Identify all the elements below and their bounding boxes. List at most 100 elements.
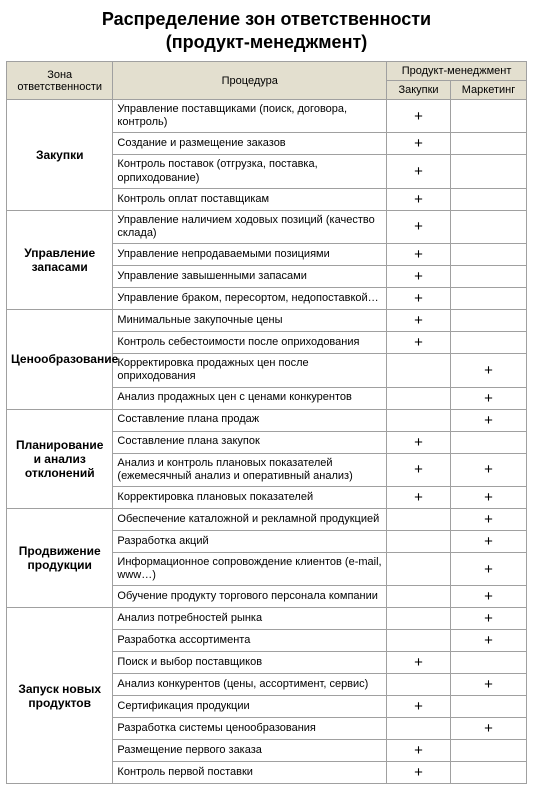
marketing-cell: +	[450, 486, 526, 508]
procedure-cell: Размещение первого заказа	[113, 740, 387, 762]
zakupki-cell	[387, 630, 451, 652]
procedure-cell: Разработка ассортимента	[113, 630, 387, 652]
zakupki-cell: +	[387, 244, 451, 266]
table-row: Продвижение продукцииОбеспечение каталож…	[7, 508, 527, 530]
procedure-cell: Сертификация продукции	[113, 696, 387, 718]
zone-cell: Управление запасами	[7, 210, 113, 309]
marketing-cell: +	[450, 586, 526, 608]
marketing-cell: +	[450, 354, 526, 387]
marketing-cell: +	[450, 552, 526, 585]
zakupki-cell	[387, 387, 451, 409]
zakupki-cell	[387, 508, 451, 530]
procedure-cell: Составление плана закупок	[113, 431, 387, 453]
marketing-cell: +	[450, 387, 526, 409]
zone-cell: Ценообразование	[7, 310, 113, 409]
zakupki-cell: +	[387, 133, 451, 155]
marketing-cell: +	[450, 608, 526, 630]
zakupki-cell: +	[387, 100, 451, 133]
zakupki-cell: +	[387, 762, 451, 784]
procedure-cell: Контроль оплат поставщикам	[113, 188, 387, 210]
procedure-cell: Разработка системы ценообразования	[113, 718, 387, 740]
table-row: Запуск новых продуктовАнализ потребносте…	[7, 608, 527, 630]
procedure-cell: Управление завышенными запасами	[113, 266, 387, 288]
procedure-cell: Управление поставщиками (поиск, договора…	[113, 100, 387, 133]
zakupki-cell	[387, 409, 451, 431]
header-zakupki: Закупки	[387, 81, 451, 100]
table-row: Планирование и анализ отклоненийСоставле…	[7, 409, 527, 431]
marketing-cell: +	[450, 409, 526, 431]
procedure-cell: Анализ конкурентов (цены, ассортимент, с…	[113, 674, 387, 696]
marketing-cell	[450, 210, 526, 243]
marketing-cell	[450, 100, 526, 133]
procedure-cell: Управление браком, пересортом, недопоста…	[113, 288, 387, 310]
procedure-cell: Разработка акций	[113, 530, 387, 552]
marketing-cell	[450, 155, 526, 188]
procedure-cell: Контроль себестоимости после оприходован…	[113, 332, 387, 354]
header-marketing: Маркетинг	[450, 81, 526, 100]
marketing-cell: +	[450, 674, 526, 696]
marketing-cell	[450, 431, 526, 453]
procedure-cell: Анализ и контроль плановых показателей (…	[113, 453, 387, 486]
header-procedure: Процедура	[113, 62, 387, 100]
marketing-cell: +	[450, 718, 526, 740]
marketing-cell	[450, 133, 526, 155]
marketing-cell	[450, 266, 526, 288]
zakupki-cell: +	[387, 332, 451, 354]
zakupki-cell	[387, 718, 451, 740]
header-group: Продукт-менеджмент	[387, 62, 527, 81]
procedure-cell: Информационное сопровождение клиентов (e…	[113, 552, 387, 585]
zakupki-cell	[387, 530, 451, 552]
table-row: ЦенообразованиеМинимальные закупочные це…	[7, 310, 527, 332]
zone-cell: Продвижение продукции	[7, 508, 113, 607]
zakupki-cell: +	[387, 210, 451, 243]
procedure-cell: Контроль первой поставки	[113, 762, 387, 784]
zakupki-cell: +	[387, 486, 451, 508]
title-line-2: (продукт-менеджмент)	[166, 32, 368, 52]
marketing-cell	[450, 310, 526, 332]
zakupki-cell	[387, 608, 451, 630]
marketing-cell: +	[450, 453, 526, 486]
table-row: Управление запасамиУправление наличием х…	[7, 210, 527, 243]
marketing-cell: +	[450, 508, 526, 530]
marketing-cell	[450, 740, 526, 762]
zakupki-cell: +	[387, 453, 451, 486]
responsibility-table: Зона ответственности Процедура Продукт-м…	[6, 61, 527, 784]
zakupki-cell	[387, 586, 451, 608]
zone-cell: Планирование и анализ отклонений	[7, 409, 113, 508]
procedure-cell: Составление плана продаж	[113, 409, 387, 431]
marketing-cell	[450, 188, 526, 210]
zakupki-cell: +	[387, 288, 451, 310]
marketing-cell	[450, 696, 526, 718]
procedure-cell: Корректировка плановых показателей	[113, 486, 387, 508]
marketing-cell	[450, 332, 526, 354]
zakupki-cell: +	[387, 310, 451, 332]
header-zone: Зона ответственности	[7, 62, 113, 100]
procedure-cell: Контроль поставок (отгрузка, поставка, о…	[113, 155, 387, 188]
table-row: ЗакупкиУправление поставщиками (поиск, д…	[7, 100, 527, 133]
procedure-cell: Управление наличием ходовых позиций (кач…	[113, 210, 387, 243]
procedure-cell: Управление непродаваемыми позициями	[113, 244, 387, 266]
marketing-cell	[450, 244, 526, 266]
page-title: Распределение зон ответственности (проду…	[6, 8, 527, 53]
procedure-cell: Создание и размещение заказов	[113, 133, 387, 155]
procedure-cell: Обеспечение каталожной и рекламной проду…	[113, 508, 387, 530]
procedure-cell: Минимальные закупочные цены	[113, 310, 387, 332]
zakupki-cell	[387, 674, 451, 696]
procedure-cell: Обучение продукту торгового персонала ко…	[113, 586, 387, 608]
marketing-cell	[450, 652, 526, 674]
zakupki-cell: +	[387, 155, 451, 188]
zakupki-cell: +	[387, 652, 451, 674]
zakupki-cell	[387, 552, 451, 585]
zakupki-cell: +	[387, 431, 451, 453]
procedure-cell: Анализ продажных цен с ценами конкуренто…	[113, 387, 387, 409]
zone-cell: Запуск новых продуктов	[7, 608, 113, 784]
zakupki-cell: +	[387, 188, 451, 210]
marketing-cell	[450, 762, 526, 784]
procedure-cell: Анализ потребностей рынка	[113, 608, 387, 630]
procedure-cell: Поиск и выбор поставщиков	[113, 652, 387, 674]
zakupki-cell: +	[387, 740, 451, 762]
title-line-1: Распределение зон ответственности	[102, 9, 431, 29]
zakupki-cell: +	[387, 696, 451, 718]
marketing-cell	[450, 288, 526, 310]
zakupki-cell	[387, 354, 451, 387]
